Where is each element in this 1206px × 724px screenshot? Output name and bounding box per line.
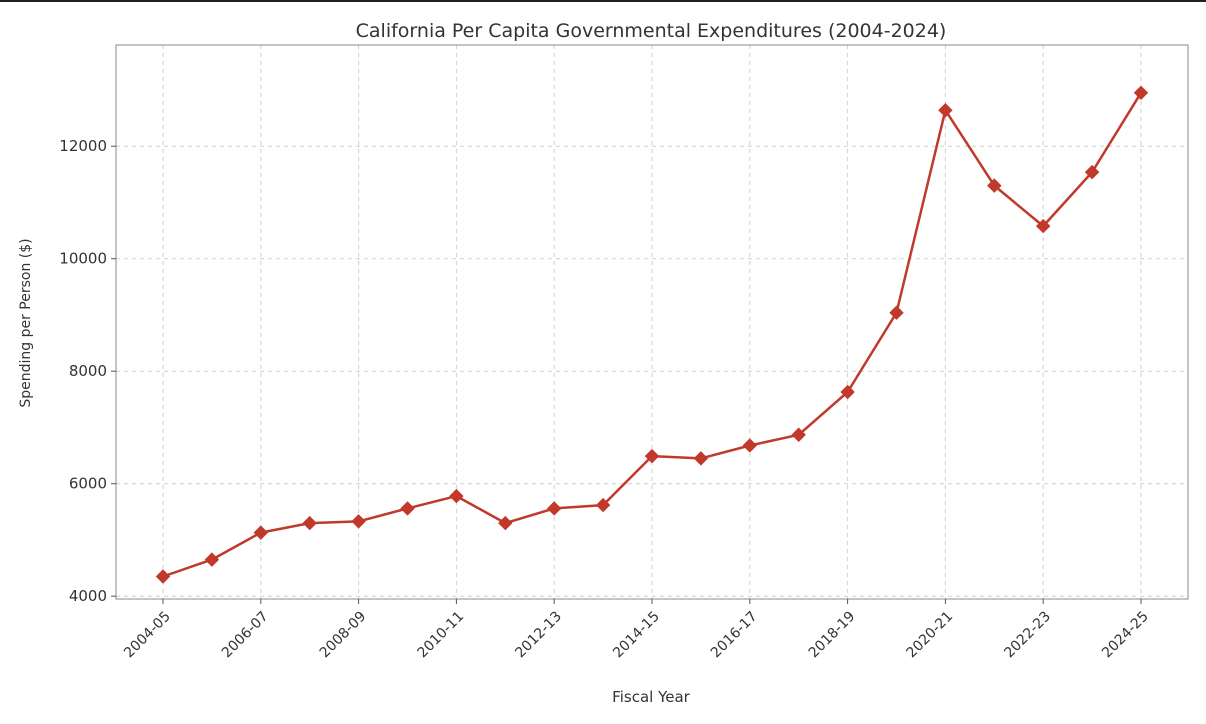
data-point-2018-19: [840, 384, 855, 400]
x-tick-label: 2022-23: [1001, 609, 1054, 662]
x-tick-label: 2012-13: [512, 609, 565, 662]
data-point-2019-20: [889, 305, 904, 320]
x-tick-label: 2018-19: [806, 609, 859, 662]
data-point-2007-08: [302, 515, 317, 531]
data-point-2021-22: [987, 178, 1002, 193]
x-tick-label: 2004-05: [121, 609, 174, 662]
data-point-2004-05: [155, 569, 171, 584]
data-point-2010-11: [449, 488, 464, 504]
data-point-2014-15: [644, 448, 660, 464]
x-tick-label: 2024-25: [1099, 609, 1152, 662]
y-tick-label: 4000: [69, 587, 107, 605]
x-tick-label: 2010-11: [415, 609, 468, 662]
data-point-2006-07: [253, 525, 269, 540]
data-point-2022-23: [1035, 218, 1051, 234]
chart-title: California Per Capita Governmental Expen…: [356, 20, 947, 42]
top-border-line: [0, 0, 1206, 2]
y-tick-label: 12000: [59, 137, 107, 155]
y-tick-label: 10000: [59, 250, 107, 268]
y-tick-label: 6000: [69, 475, 107, 493]
y-axis-label: Spending per Person ($): [18, 238, 34, 407]
y-tick-label: 8000: [69, 362, 107, 380]
x-axis-label: Fiscal Year: [612, 688, 690, 706]
series-group: [155, 85, 1149, 584]
data-point-2015-16: [693, 451, 709, 466]
data-point-2020-21: [938, 103, 953, 118]
x-tick-label: 2006-07: [219, 609, 272, 662]
data-point-2011-12: [498, 515, 513, 531]
x-tick-label: 2014-15: [610, 609, 663, 662]
data-point-2016-17: [742, 438, 758, 453]
data-point-2024-25: [1133, 85, 1149, 101]
x-tick-label: 2008-09: [317, 609, 370, 662]
data-point-2005-06: [204, 552, 220, 567]
data-point-2023-24: [1084, 164, 1100, 180]
grid: [116, 45, 1188, 599]
data-point-2009-10: [400, 501, 415, 516]
data-point-2017-18: [791, 427, 806, 442]
x-tick-label: 2020-21: [904, 609, 957, 662]
data-point-2008-09: [351, 514, 366, 529]
data-point-2012-13: [546, 501, 562, 516]
y-axis: 4000 6000 8000 10000 12000: [59, 137, 116, 605]
x-tick-label: 2016-17: [708, 609, 761, 662]
data-point-2013-14: [595, 497, 611, 513]
x-axis: 2004-05 2006-07 2008-09 2010-11 2012-13 2014-…: [121, 599, 1152, 661]
